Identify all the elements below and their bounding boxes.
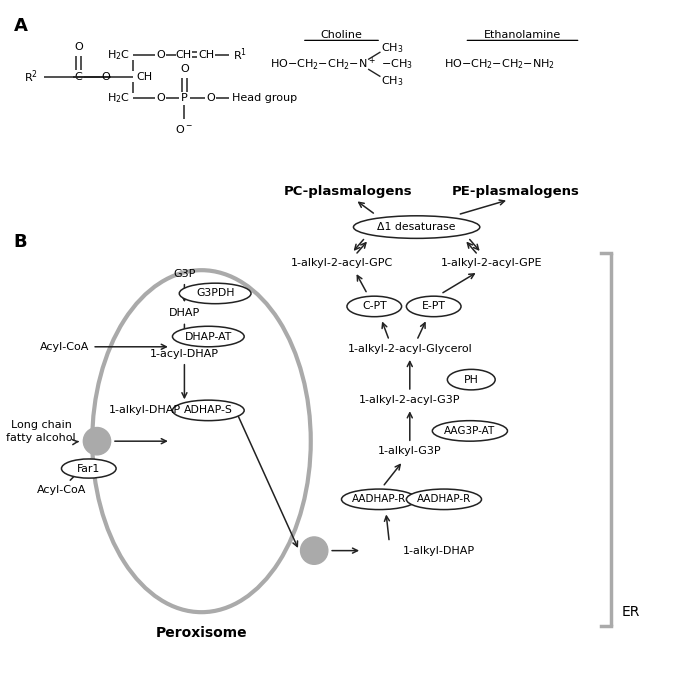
Text: PC-plasmalogens: PC-plasmalogens [284, 185, 413, 198]
Text: H$_2$C: H$_2$C [107, 92, 130, 105]
Text: ADHAP-S: ADHAP-S [184, 406, 233, 415]
Text: 1-alkyl-2-acyl-GPE: 1-alkyl-2-acyl-GPE [441, 259, 542, 268]
Text: E-PT: E-PT [422, 302, 445, 311]
Text: CH: CH [198, 50, 214, 60]
Text: O: O [74, 42, 83, 52]
Ellipse shape [342, 489, 417, 510]
Ellipse shape [432, 421, 507, 441]
Ellipse shape [347, 296, 402, 317]
Text: fatty alcohol: fatty alcohol [6, 433, 76, 443]
Text: CH$_3$: CH$_3$ [381, 41, 404, 55]
Text: O$^-$: O$^-$ [176, 123, 193, 135]
Text: R$^1$: R$^1$ [233, 47, 247, 63]
Text: Acyl-CoA: Acyl-CoA [40, 342, 89, 352]
Text: C-PT: C-PT [362, 302, 387, 311]
Ellipse shape [92, 270, 311, 612]
Text: O: O [206, 94, 214, 103]
Text: 1-alkyl-2-acyl-GPC: 1-alkyl-2-acyl-GPC [290, 259, 393, 268]
Ellipse shape [447, 369, 495, 390]
Text: 1-acyl-DHAP: 1-acyl-DHAP [150, 349, 219, 358]
Text: G3PDH: G3PDH [196, 289, 234, 298]
Text: HO$-$CH$_2$$-$CH$_2$$-$NH$_2$: HO$-$CH$_2$$-$CH$_2$$-$NH$_2$ [444, 57, 555, 71]
Text: O: O [180, 64, 189, 74]
Ellipse shape [172, 400, 245, 421]
Ellipse shape [61, 459, 116, 478]
Ellipse shape [180, 283, 251, 304]
Text: AADHAP-R: AADHAP-R [417, 495, 471, 504]
Text: $-$CH$_3$: $-$CH$_3$ [381, 57, 413, 71]
Text: PH: PH [464, 375, 479, 384]
Text: P: P [181, 94, 188, 103]
Text: A: A [14, 17, 27, 35]
Text: 1-alkyl-DHAP: 1-alkyl-DHAP [109, 406, 181, 415]
Ellipse shape [406, 296, 461, 317]
Text: Far1: Far1 [77, 464, 100, 473]
Ellipse shape [354, 216, 479, 239]
Text: 1-alkyl-2-acyl-Glycerol: 1-alkyl-2-acyl-Glycerol [348, 344, 472, 354]
Text: AADHAP-R: AADHAP-R [352, 495, 406, 504]
Text: CH: CH [137, 72, 153, 81]
Text: PE-plasmalogens: PE-plasmalogens [451, 185, 580, 198]
Text: O: O [102, 72, 110, 81]
Text: Peroxisome: Peroxisome [156, 626, 247, 640]
Text: Long chain: Long chain [10, 421, 72, 430]
Circle shape [83, 428, 111, 455]
Text: Δ1 desaturase: Δ1 desaturase [378, 222, 456, 232]
Text: Acyl-CoA: Acyl-CoA [37, 486, 86, 495]
Text: ER: ER [622, 605, 640, 619]
Text: 1-alkyl-G3P: 1-alkyl-G3P [378, 447, 442, 456]
Text: Head group: Head group [232, 94, 297, 103]
Text: G3P: G3P [173, 269, 195, 278]
Text: DHAP: DHAP [169, 308, 200, 318]
Text: R$^2$: R$^2$ [24, 68, 38, 85]
Text: O: O [156, 94, 165, 103]
Ellipse shape [406, 489, 482, 510]
Text: 1-alkyl-DHAP: 1-alkyl-DHAP [403, 546, 475, 555]
Text: CH$_3$: CH$_3$ [381, 74, 404, 88]
Text: AAG3P-AT: AAG3P-AT [444, 426, 496, 436]
Text: CH: CH [175, 50, 191, 60]
Ellipse shape [172, 326, 245, 347]
Text: C: C [74, 72, 83, 81]
Circle shape [301, 537, 328, 564]
Text: DHAP-AT: DHAP-AT [184, 332, 232, 341]
Text: Choline: Choline [320, 29, 363, 40]
Text: 1-alkyl-2-acyl-G3P: 1-alkyl-2-acyl-G3P [359, 395, 460, 405]
Text: Ethanolamine: Ethanolamine [484, 29, 561, 40]
Text: HO$-$CH$_2$$-$CH$_2$$-$N$^+$: HO$-$CH$_2$$-$CH$_2$$-$N$^+$ [270, 56, 376, 73]
Text: B: B [14, 233, 27, 250]
Text: O: O [156, 50, 165, 60]
Text: H$_2$C: H$_2$C [107, 48, 130, 62]
